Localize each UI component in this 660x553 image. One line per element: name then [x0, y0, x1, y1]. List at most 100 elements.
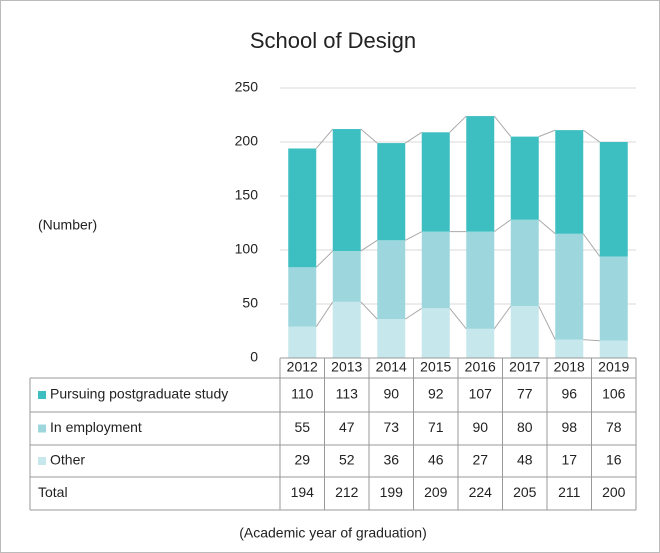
series-line: [538, 219, 556, 235]
table-value: 98: [561, 419, 577, 435]
table-value: 46: [428, 452, 444, 468]
table-total: 224: [469, 484, 493, 500]
bar-segment: [555, 233, 584, 340]
table-value: 110: [291, 386, 314, 402]
bar-segment: [466, 116, 495, 232]
table-value: 107: [469, 386, 493, 402]
table-value: 90: [383, 386, 399, 402]
bar-segment: [377, 319, 406, 358]
series-line: [360, 301, 378, 320]
table-value: 55: [294, 419, 310, 435]
total-label: Total: [38, 484, 68, 500]
table-total: 199: [380, 484, 404, 500]
series-line: [360, 239, 378, 252]
table-value: 48: [517, 452, 533, 468]
bar-segment: [466, 231, 495, 329]
bar-segment: [421, 308, 450, 358]
x-tick-label: 2013: [331, 359, 362, 375]
table-value: 77: [517, 386, 533, 402]
series-line: [404, 131, 423, 144]
y-axis-label: (Number): [38, 217, 97, 233]
y-tick-label: 50: [242, 295, 258, 311]
bar-segment: [421, 231, 450, 309]
table-total: 211: [558, 484, 581, 500]
table-value: 47: [339, 419, 355, 435]
table-total: 200: [602, 484, 626, 500]
x-tick-label: 2019: [598, 359, 629, 375]
table-value: 96: [561, 386, 577, 402]
table-value: 73: [383, 419, 399, 435]
table-value: 36: [383, 452, 399, 468]
legend-label: Pursuing postgraduate study: [50, 386, 228, 402]
bar-segment: [599, 256, 628, 341]
table-value: 17: [561, 452, 577, 468]
y-tick-label: 150: [235, 187, 259, 203]
bar-segment: [288, 148, 317, 268]
table-total: 212: [335, 484, 359, 500]
table-total: 194: [291, 484, 315, 500]
bar-segment: [510, 219, 539, 307]
series-line: [449, 308, 467, 330]
x-tick-label: 2018: [554, 359, 585, 375]
table-value: 78: [606, 419, 622, 435]
table-value: 92: [428, 386, 444, 402]
table-value: 16: [606, 452, 622, 468]
x-tick-label: 2015: [420, 359, 451, 375]
bar-segment: [466, 328, 495, 358]
y-tick-label: 200: [235, 133, 259, 149]
legend-label: In employment: [50, 419, 142, 435]
series-line: [493, 115, 512, 137]
bar-segment: [288, 326, 317, 358]
series-line: [315, 128, 334, 149]
bar-segment: [510, 306, 539, 358]
legend-swatch: [38, 424, 46, 433]
table-value: 90: [472, 419, 488, 435]
bar-segment: [288, 267, 317, 327]
legend-label: Other: [50, 452, 85, 468]
series-line: [405, 231, 422, 241]
bar-segment: [599, 142, 628, 257]
bar-segment: [332, 301, 361, 358]
x-tick-label: 2014: [376, 359, 407, 375]
series-line: [404, 307, 423, 320]
series-line: [538, 129, 556, 138]
table-total: 205: [513, 484, 537, 500]
series-line: [583, 339, 600, 342]
table-value: 29: [294, 452, 310, 468]
series-line: [538, 305, 556, 340]
series-line: [582, 233, 601, 257]
bar-segment: [332, 251, 361, 302]
series-line: [315, 250, 334, 268]
y-tick-label: 250: [235, 79, 259, 95]
table-value: 113: [336, 386, 359, 402]
y-tick-label: 0: [250, 349, 258, 365]
bar-segment: [599, 340, 628, 358]
x-tick-label: 2016: [465, 359, 496, 375]
series-line: [493, 305, 512, 330]
bar-segment: [555, 339, 584, 358]
bar-segment: [332, 129, 361, 252]
series-line: [360, 128, 378, 144]
legend-swatch: [38, 457, 46, 465]
table-value: 106: [602, 386, 626, 402]
bar-segment: [555, 130, 584, 234]
x-axis-label: (Academic year of graduation): [239, 525, 427, 541]
series-line: [582, 129, 601, 143]
series-line: [449, 115, 467, 133]
table-value: 71: [428, 419, 444, 435]
x-tick-label: 2012: [287, 359, 318, 375]
chart-title: School of Design: [250, 28, 416, 53]
table-value: 52: [339, 452, 355, 468]
x-tick-label: 2017: [509, 359, 540, 375]
table-total: 209: [424, 484, 448, 500]
bar-segment: [377, 240, 406, 320]
legend-swatch: [38, 391, 46, 399]
series-line: [493, 219, 512, 233]
y-tick-label: 100: [235, 241, 259, 257]
bar-segment: [510, 136, 539, 220]
table-value: 80: [517, 419, 533, 435]
bar-segment: [377, 143, 406, 241]
bar-segment: [421, 132, 450, 232]
